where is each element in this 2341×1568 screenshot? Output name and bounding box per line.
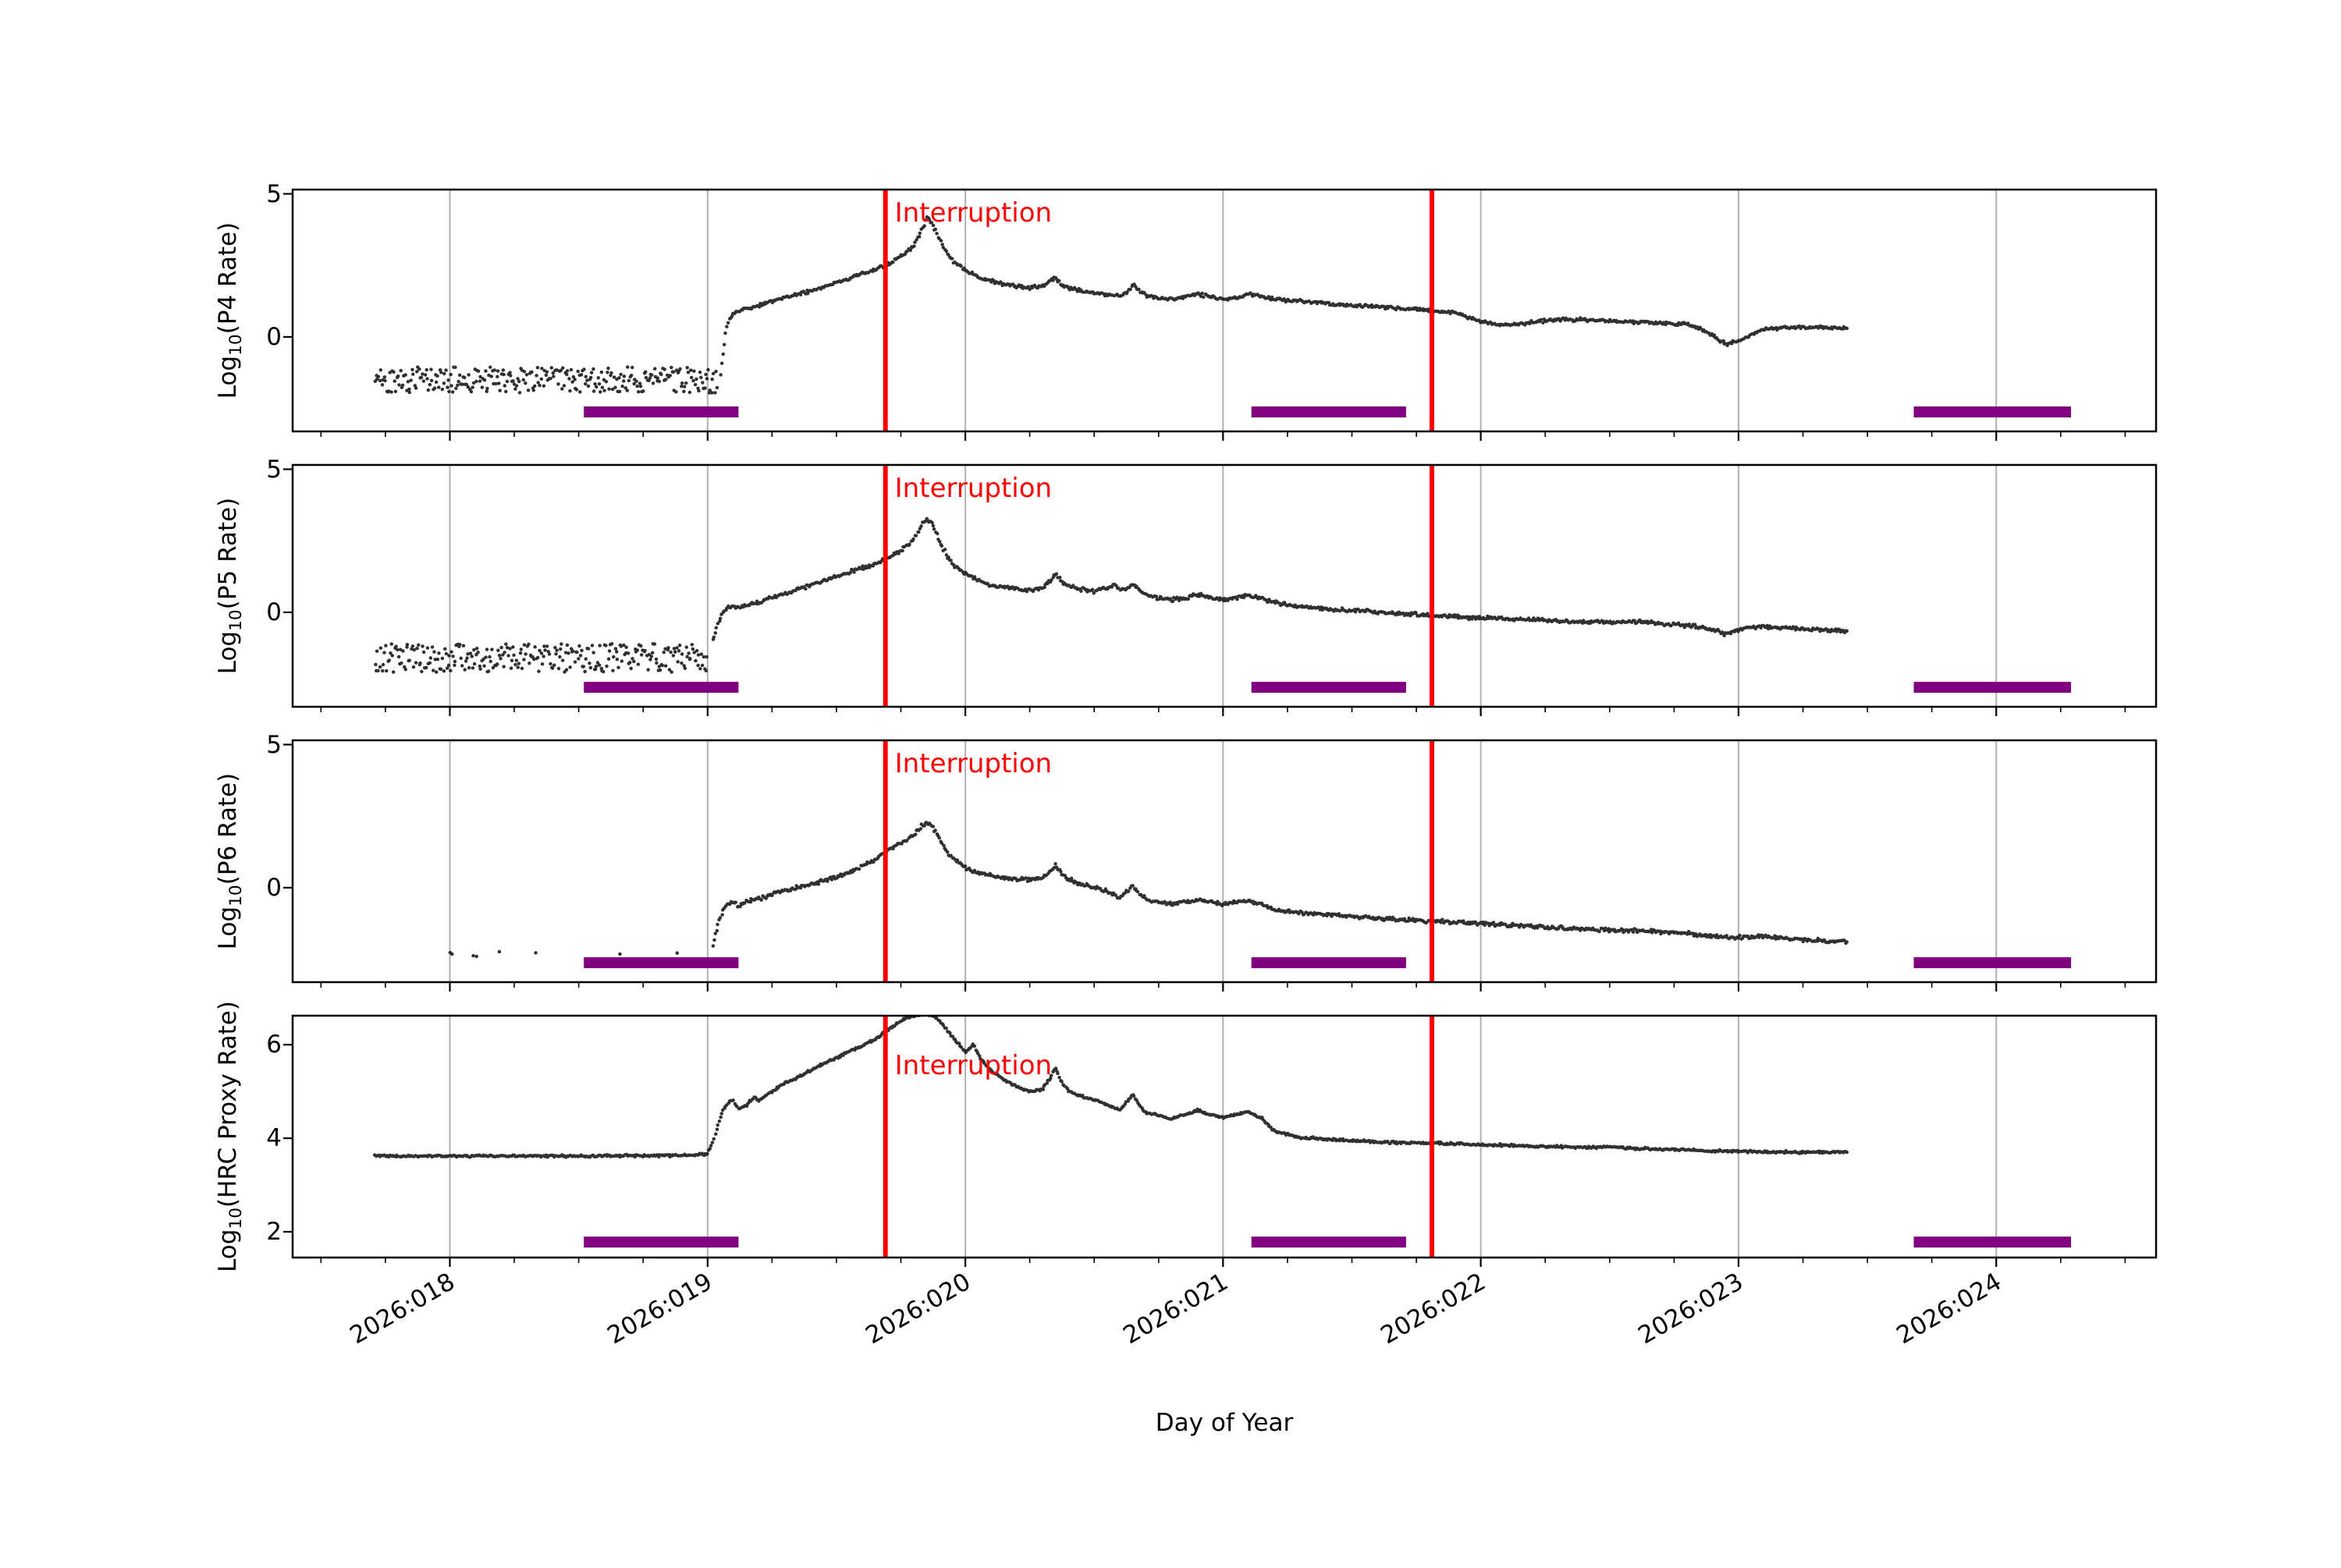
panel-frame xyxy=(291,739,2158,984)
y-tick-label-p5-0: 0 xyxy=(266,598,282,626)
observation-bar xyxy=(584,957,739,969)
series-points-hrc-proxy xyxy=(372,1016,1849,1159)
y-tick-label-p4-5: 5 xyxy=(266,179,282,208)
series-points-p5 xyxy=(374,516,1849,674)
panel-frame xyxy=(291,463,2158,708)
interruption-label-p6: Interruption xyxy=(894,748,1053,779)
observation-bar xyxy=(1913,406,2071,418)
y-tick-label-p6-0: 0 xyxy=(266,873,282,902)
panel-frame xyxy=(291,188,2158,433)
y-tick-label-hrc-4: 4 xyxy=(266,1124,282,1153)
y-tick-label-p5-5: 5 xyxy=(266,455,282,484)
observation-bar xyxy=(1251,1236,1406,1248)
observation-bar xyxy=(1913,682,2071,694)
series-points-p6 xyxy=(448,821,1849,959)
observation-bar xyxy=(584,406,739,418)
observation-bar xyxy=(1913,957,2071,969)
observation-bar xyxy=(1251,406,1406,418)
interruption-label-hrc: Interruption xyxy=(894,1050,1053,1081)
y-tick-label-p6-5: 5 xyxy=(266,730,282,759)
series-points-p4 xyxy=(373,215,1849,395)
interruption-label-p5: Interruption xyxy=(894,473,1053,504)
observation-bar xyxy=(1251,957,1406,969)
x-axis-label: Day of Year xyxy=(1155,1409,1294,1437)
observation-bar xyxy=(584,1236,739,1248)
y-tick-label-hrc-2: 2 xyxy=(266,1218,282,1247)
observation-bar xyxy=(1913,1236,2071,1248)
y-tick-label-p4-0: 0 xyxy=(266,322,282,351)
panel-frame xyxy=(291,1014,2158,1259)
observation-bar xyxy=(584,682,739,694)
observation-bar xyxy=(1251,682,1406,694)
interruption-label-p4: Interruption xyxy=(894,197,1053,229)
y-tick-label-hrc-6: 6 xyxy=(266,1031,282,1059)
